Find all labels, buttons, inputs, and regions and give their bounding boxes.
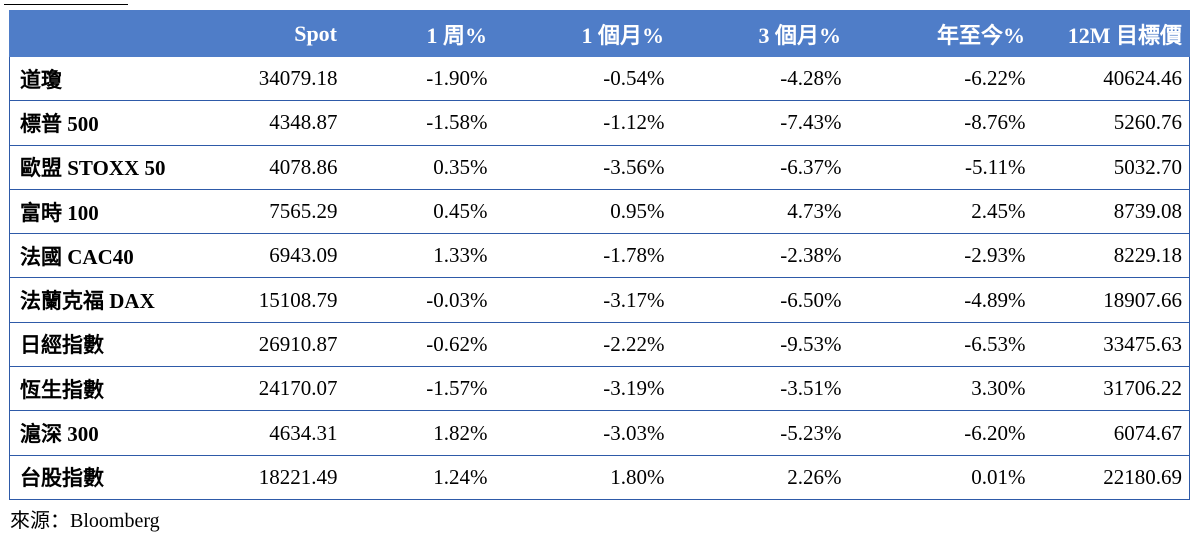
index-name-cell: 恆生指數 (9, 366, 215, 412)
ytd-change-cell: -5.11% (848, 145, 1033, 190)
month-change-cell: -3.56% (494, 145, 672, 190)
ytd-change-cell: 0.01% (848, 455, 1033, 500)
spot-cell: 7565.29 (214, 189, 345, 235)
index-name-cell: 標普 500 (9, 100, 215, 146)
week-change-cell: 0.35% (344, 145, 495, 190)
target-price-cell: 18907.66 (1032, 277, 1190, 323)
table-row: 道瓊 34079.18 -1.90% -0.54% -4.28% -6.22% … (9, 56, 1190, 102)
spot-cell: 4078.86 (214, 145, 345, 190)
three-month-change-cell: -3.51% (671, 366, 849, 412)
three-month-change-cell: -6.37% (671, 145, 849, 190)
month-change-cell: -2.22% (494, 322, 672, 368)
week-change-cell: -0.62% (344, 322, 495, 368)
ytd-change-cell: 3.30% (848, 366, 1033, 412)
header-cell-target: 12M 目標價 (1032, 10, 1190, 57)
three-month-change-cell: -4.28% (671, 56, 849, 102)
week-change-cell: -0.03% (344, 277, 495, 323)
index-name-cell: 法國 CAC40 (9, 233, 215, 279)
month-change-cell: -1.12% (494, 100, 672, 146)
table-row: 恆生指數 24170.07 -1.57% -3.19% -3.51% 3.30%… (9, 366, 1190, 412)
table-row: 台股指數 18221.49 1.24% 1.80% 2.26% 0.01% 22… (9, 455, 1190, 500)
index-name-cell: 法蘭克福 DAX (9, 277, 215, 323)
three-month-change-cell: 4.73% (671, 189, 849, 235)
spot-cell: 4348.87 (214, 100, 345, 146)
spot-cell: 18221.49 (214, 455, 345, 500)
month-change-cell: -1.78% (494, 233, 672, 279)
month-change-cell: 1.80% (494, 455, 672, 500)
table-row: 法國 CAC40 6943.09 1.33% -1.78% -2.38% -2.… (9, 233, 1190, 279)
target-price-cell: 5032.70 (1032, 145, 1190, 190)
index-name-cell: 歐盟 STOXX 50 (9, 145, 215, 190)
week-change-cell: 1.82% (344, 410, 495, 456)
three-month-change-cell: -6.50% (671, 277, 849, 323)
header-cell-index (9, 10, 215, 57)
spot-cell: 34079.18 (214, 56, 345, 102)
header-cell-1w: 1 周% (344, 10, 495, 57)
three-month-change-cell: 2.26% (671, 455, 849, 500)
month-change-cell: -3.19% (494, 366, 672, 412)
week-change-cell: 0.45% (344, 189, 495, 235)
ytd-change-cell: -6.20% (848, 410, 1033, 456)
market-index-table: Spot 1 周% 1 個月% 3 個月% 年至今% 12M 目標價 道瓊 34… (9, 10, 1190, 500)
spot-cell: 24170.07 (214, 366, 345, 412)
ytd-change-cell: -6.53% (848, 322, 1033, 368)
ytd-change-cell: -2.93% (848, 233, 1033, 279)
table-row: 滬深 300 4634.31 1.82% -3.03% -5.23% -6.20… (9, 410, 1190, 456)
target-price-cell: 6074.67 (1032, 410, 1190, 456)
index-name-cell: 台股指數 (9, 455, 215, 500)
three-month-change-cell: -5.23% (671, 410, 849, 456)
three-month-change-cell: -7.43% (671, 100, 849, 146)
table-row: 歐盟 STOXX 50 4078.86 0.35% -3.56% -6.37% … (9, 145, 1190, 190)
week-change-cell: -1.58% (344, 100, 495, 146)
spot-cell: 15108.79 (214, 277, 345, 323)
spot-cell: 26910.87 (214, 322, 345, 368)
month-change-cell: -3.17% (494, 277, 672, 323)
week-change-cell: 1.24% (344, 455, 495, 500)
top-underline (4, 4, 128, 5)
month-change-cell: 0.95% (494, 189, 672, 235)
header-cell-ytd: 年至今% (848, 10, 1033, 57)
table-row: 日經指數 26910.87 -0.62% -2.22% -9.53% -6.53… (9, 322, 1190, 368)
source-note: 來源：Bloomberg (10, 510, 160, 532)
spot-cell: 6943.09 (214, 233, 345, 279)
header-cell-1m: 1 個月% (494, 10, 672, 57)
ytd-change-cell: -8.76% (848, 100, 1033, 146)
index-name-cell: 日經指數 (9, 322, 215, 368)
target-price-cell: 33475.63 (1032, 322, 1190, 368)
target-price-cell: 31706.22 (1032, 366, 1190, 412)
ytd-change-cell: -4.89% (848, 277, 1033, 323)
week-change-cell: -1.57% (344, 366, 495, 412)
target-price-cell: 8739.08 (1032, 189, 1190, 235)
week-change-cell: -1.90% (344, 56, 495, 102)
header-cell-3m: 3 個月% (671, 10, 849, 57)
index-name-cell: 滬深 300 (9, 410, 215, 456)
table-row: 法蘭克福 DAX 15108.79 -0.03% -3.17% -6.50% -… (9, 277, 1190, 323)
target-price-cell: 8229.18 (1032, 233, 1190, 279)
target-price-cell: 22180.69 (1032, 455, 1190, 500)
month-change-cell: -0.54% (494, 56, 672, 102)
three-month-change-cell: -9.53% (671, 322, 849, 368)
table-row: 標普 500 4348.87 -1.58% -1.12% -7.43% -8.7… (9, 100, 1190, 146)
ytd-change-cell: 2.45% (848, 189, 1033, 235)
index-name-cell: 富時 100 (9, 189, 215, 235)
spot-cell: 4634.31 (214, 410, 345, 456)
index-name-cell: 道瓊 (9, 56, 215, 102)
ytd-change-cell: -6.22% (848, 56, 1033, 102)
table-row: 富時 100 7565.29 0.45% 0.95% 4.73% 2.45% 8… (9, 189, 1190, 235)
three-month-change-cell: -2.38% (671, 233, 849, 279)
month-change-cell: -3.03% (494, 410, 672, 456)
week-change-cell: 1.33% (344, 233, 495, 279)
header-cell-spot: Spot (214, 10, 345, 57)
target-price-cell: 40624.46 (1032, 56, 1190, 102)
table-header-row: Spot 1 周% 1 個月% 3 個月% 年至今% 12M 目標價 (9, 10, 1190, 57)
target-price-cell: 5260.76 (1032, 100, 1190, 146)
